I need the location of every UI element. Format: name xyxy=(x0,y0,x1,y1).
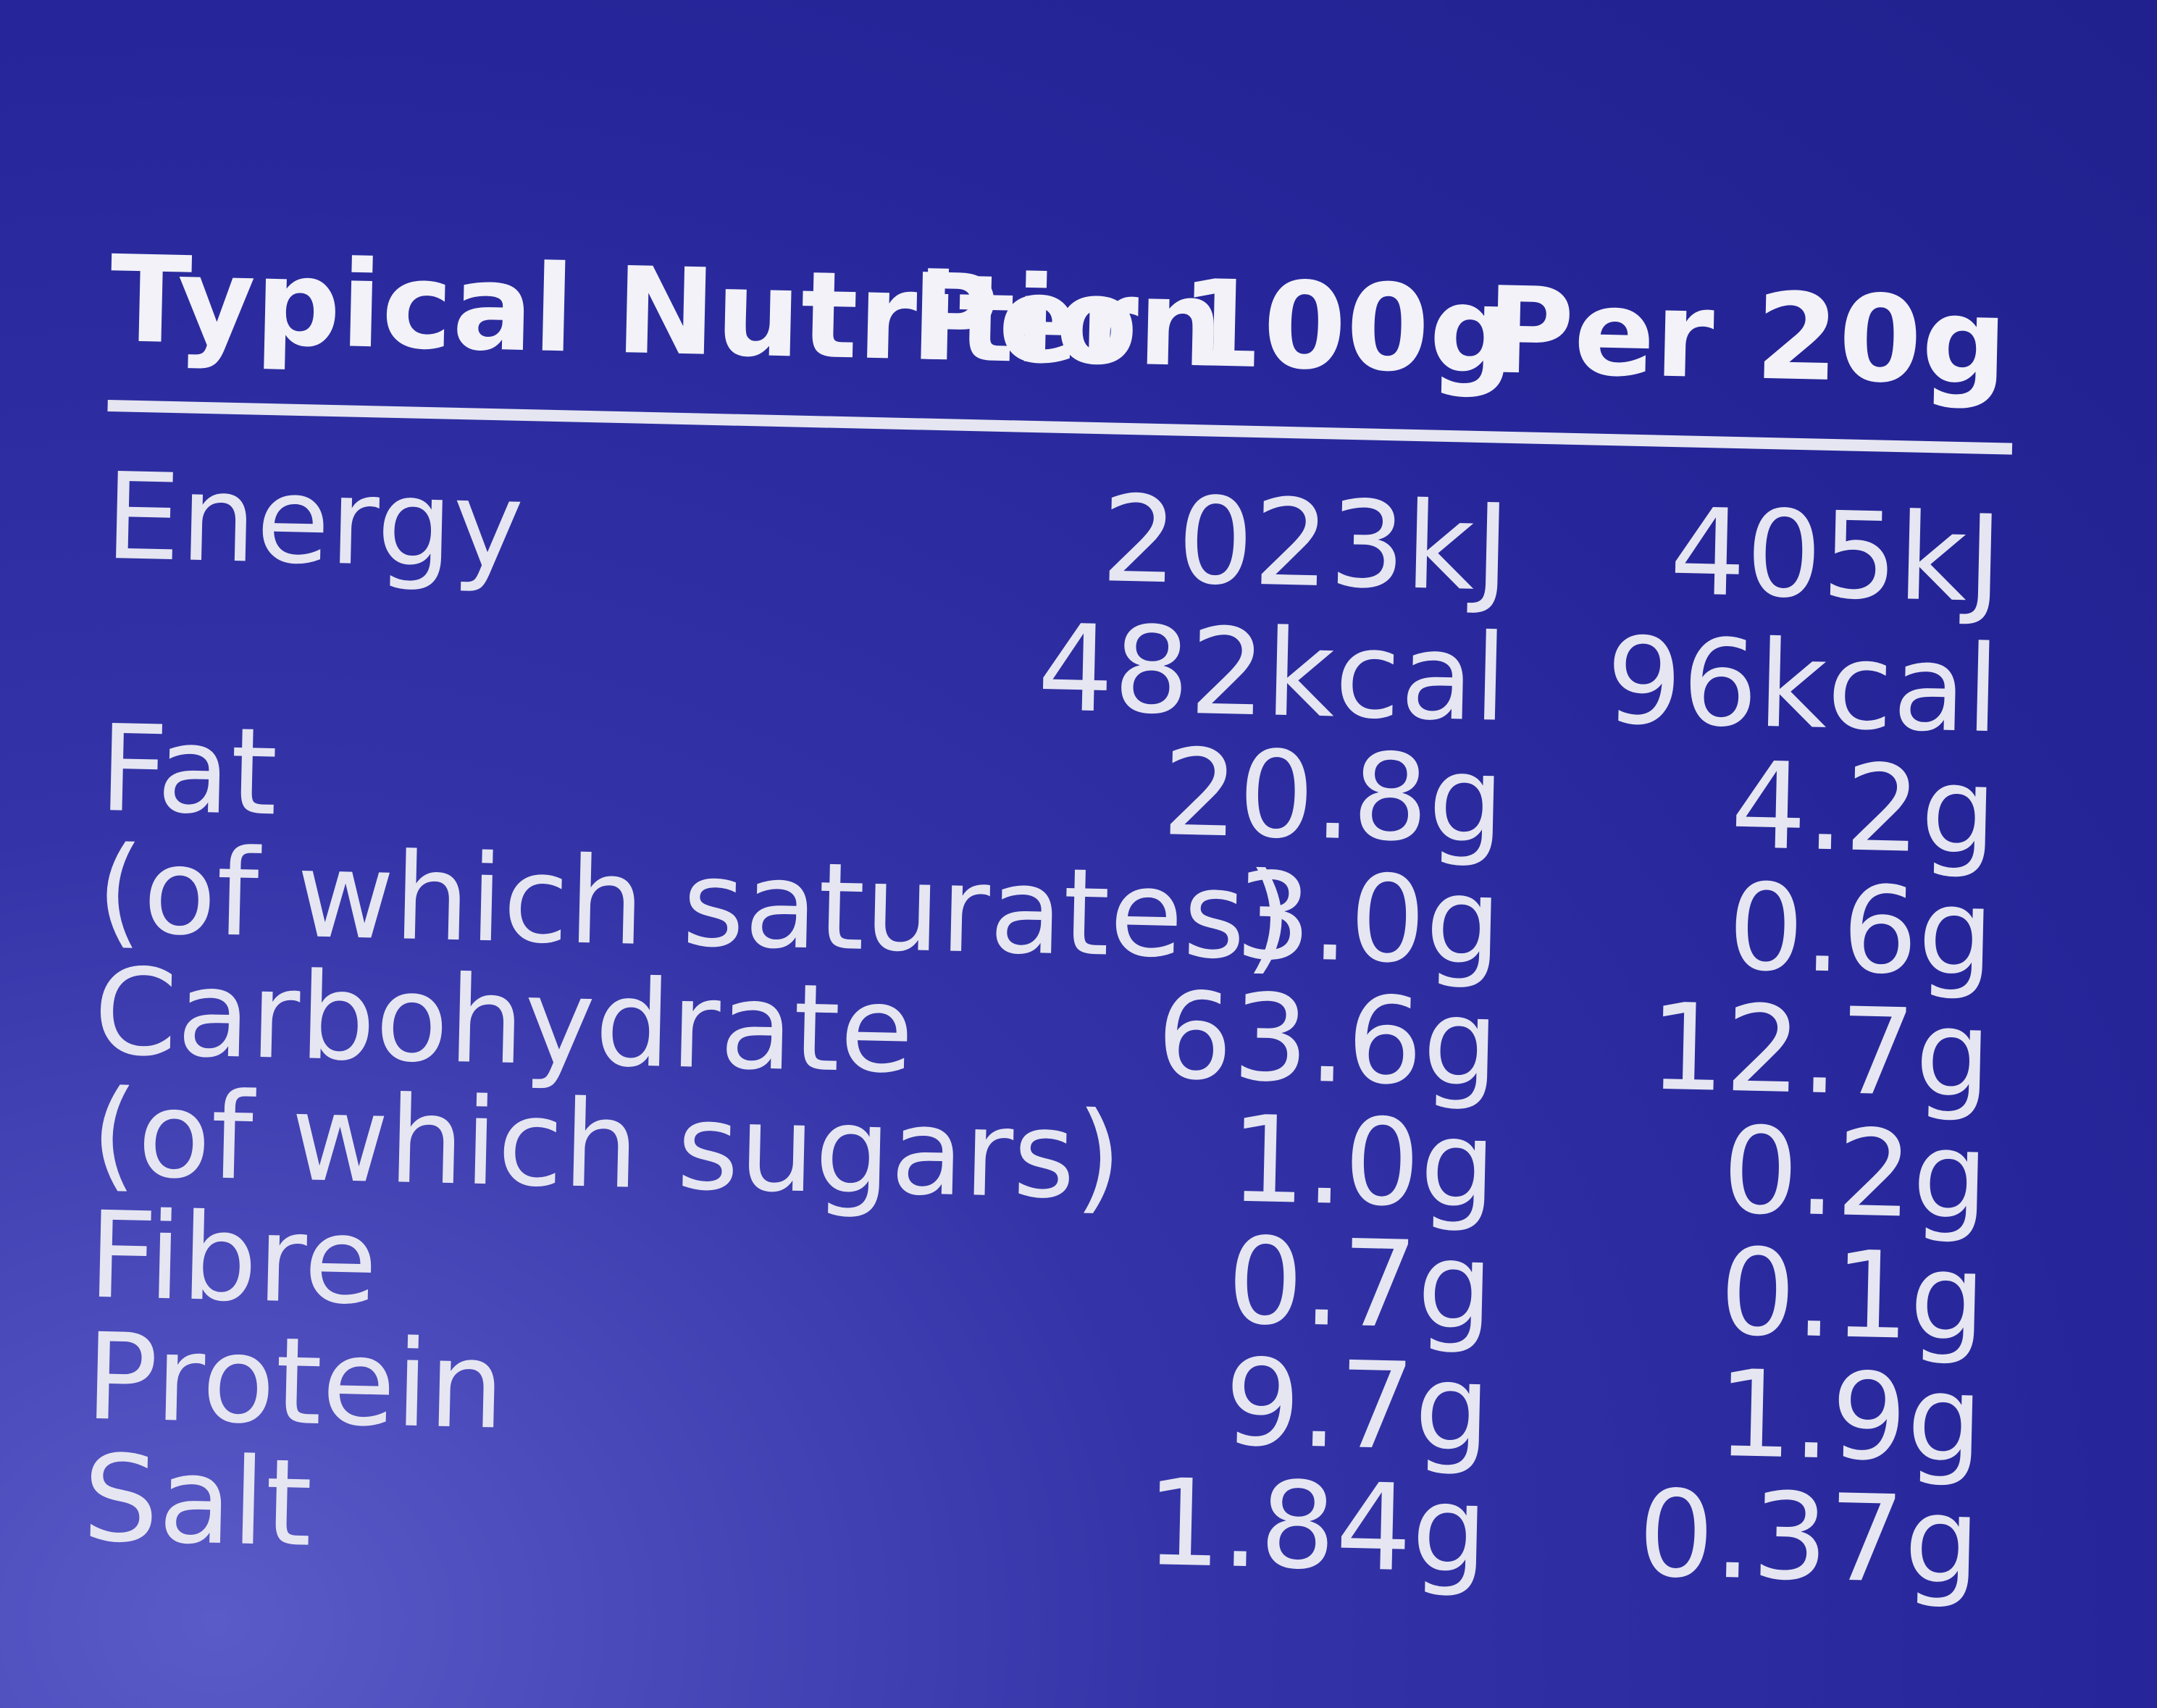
row-label: (of which saturates) xyxy=(95,821,1294,987)
row-value: 1.9g xyxy=(1715,1344,1984,1489)
table-title: Typical Nutrition xyxy=(109,230,1225,394)
row-label: Fibre xyxy=(87,1186,379,1331)
row-value: 20.8g xyxy=(1161,723,1506,870)
row-value: 0.6g xyxy=(1727,858,1995,1002)
row-value: 96kcal xyxy=(1604,611,2001,759)
row-value: 405kJ xyxy=(1668,482,2003,629)
row-value: 0.7g xyxy=(1226,1211,1494,1356)
row-label: (of which sugars) xyxy=(90,1064,1124,1226)
row-value: 63.6g xyxy=(1155,966,1500,1113)
row-value: 1.0g xyxy=(1228,1089,1497,1234)
row-label: Energy xyxy=(104,447,525,595)
row-label: Carbohydrate xyxy=(92,942,915,1100)
row-value: 0.37g xyxy=(1637,1464,1982,1611)
column-header: Per 100g xyxy=(909,248,1516,401)
row-value: 3.0g xyxy=(1234,847,1503,992)
row-label: Protein xyxy=(84,1307,506,1456)
column-header: Per 20g xyxy=(1485,261,2009,411)
row-value: 4.2g xyxy=(1729,736,1998,881)
row-value: 9.7g xyxy=(1223,1333,1491,1478)
header-rule xyxy=(107,399,2013,455)
row-value: 2023kJ xyxy=(1100,469,1511,618)
row-value: 0.1g xyxy=(1718,1223,1987,1368)
row-value: 12.7g xyxy=(1648,978,1993,1125)
row-value: 0.2g xyxy=(1721,1101,1990,1246)
row-value: 482kcal xyxy=(1036,598,1508,748)
row-value: 1.84g xyxy=(1144,1453,1489,1600)
row-label: Salt xyxy=(81,1429,314,1573)
label-table: Typical Nutrition Per 100g Per 20g Energ… xyxy=(81,230,2013,1611)
row-label: Fat xyxy=(98,699,279,842)
